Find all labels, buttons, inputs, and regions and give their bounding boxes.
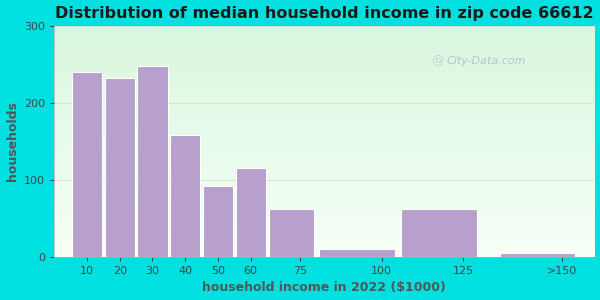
Bar	[170, 135, 200, 257]
Bar	[137, 66, 167, 257]
Bar	[104, 78, 135, 257]
Bar	[401, 209, 476, 257]
Text: @: @	[431, 54, 444, 67]
X-axis label: household income in 2022 ($1000): household income in 2022 ($1000)	[202, 281, 446, 294]
Bar	[72, 72, 102, 257]
Text: City-Data.com: City-Data.com	[446, 56, 526, 65]
Bar	[269, 209, 314, 257]
Title: Distribution of median household income in zip code 66612: Distribution of median household income …	[55, 6, 593, 21]
Bar	[500, 253, 575, 257]
Y-axis label: households: households	[5, 101, 19, 181]
Bar	[236, 168, 266, 257]
Bar	[319, 249, 395, 257]
Bar	[203, 186, 233, 257]
